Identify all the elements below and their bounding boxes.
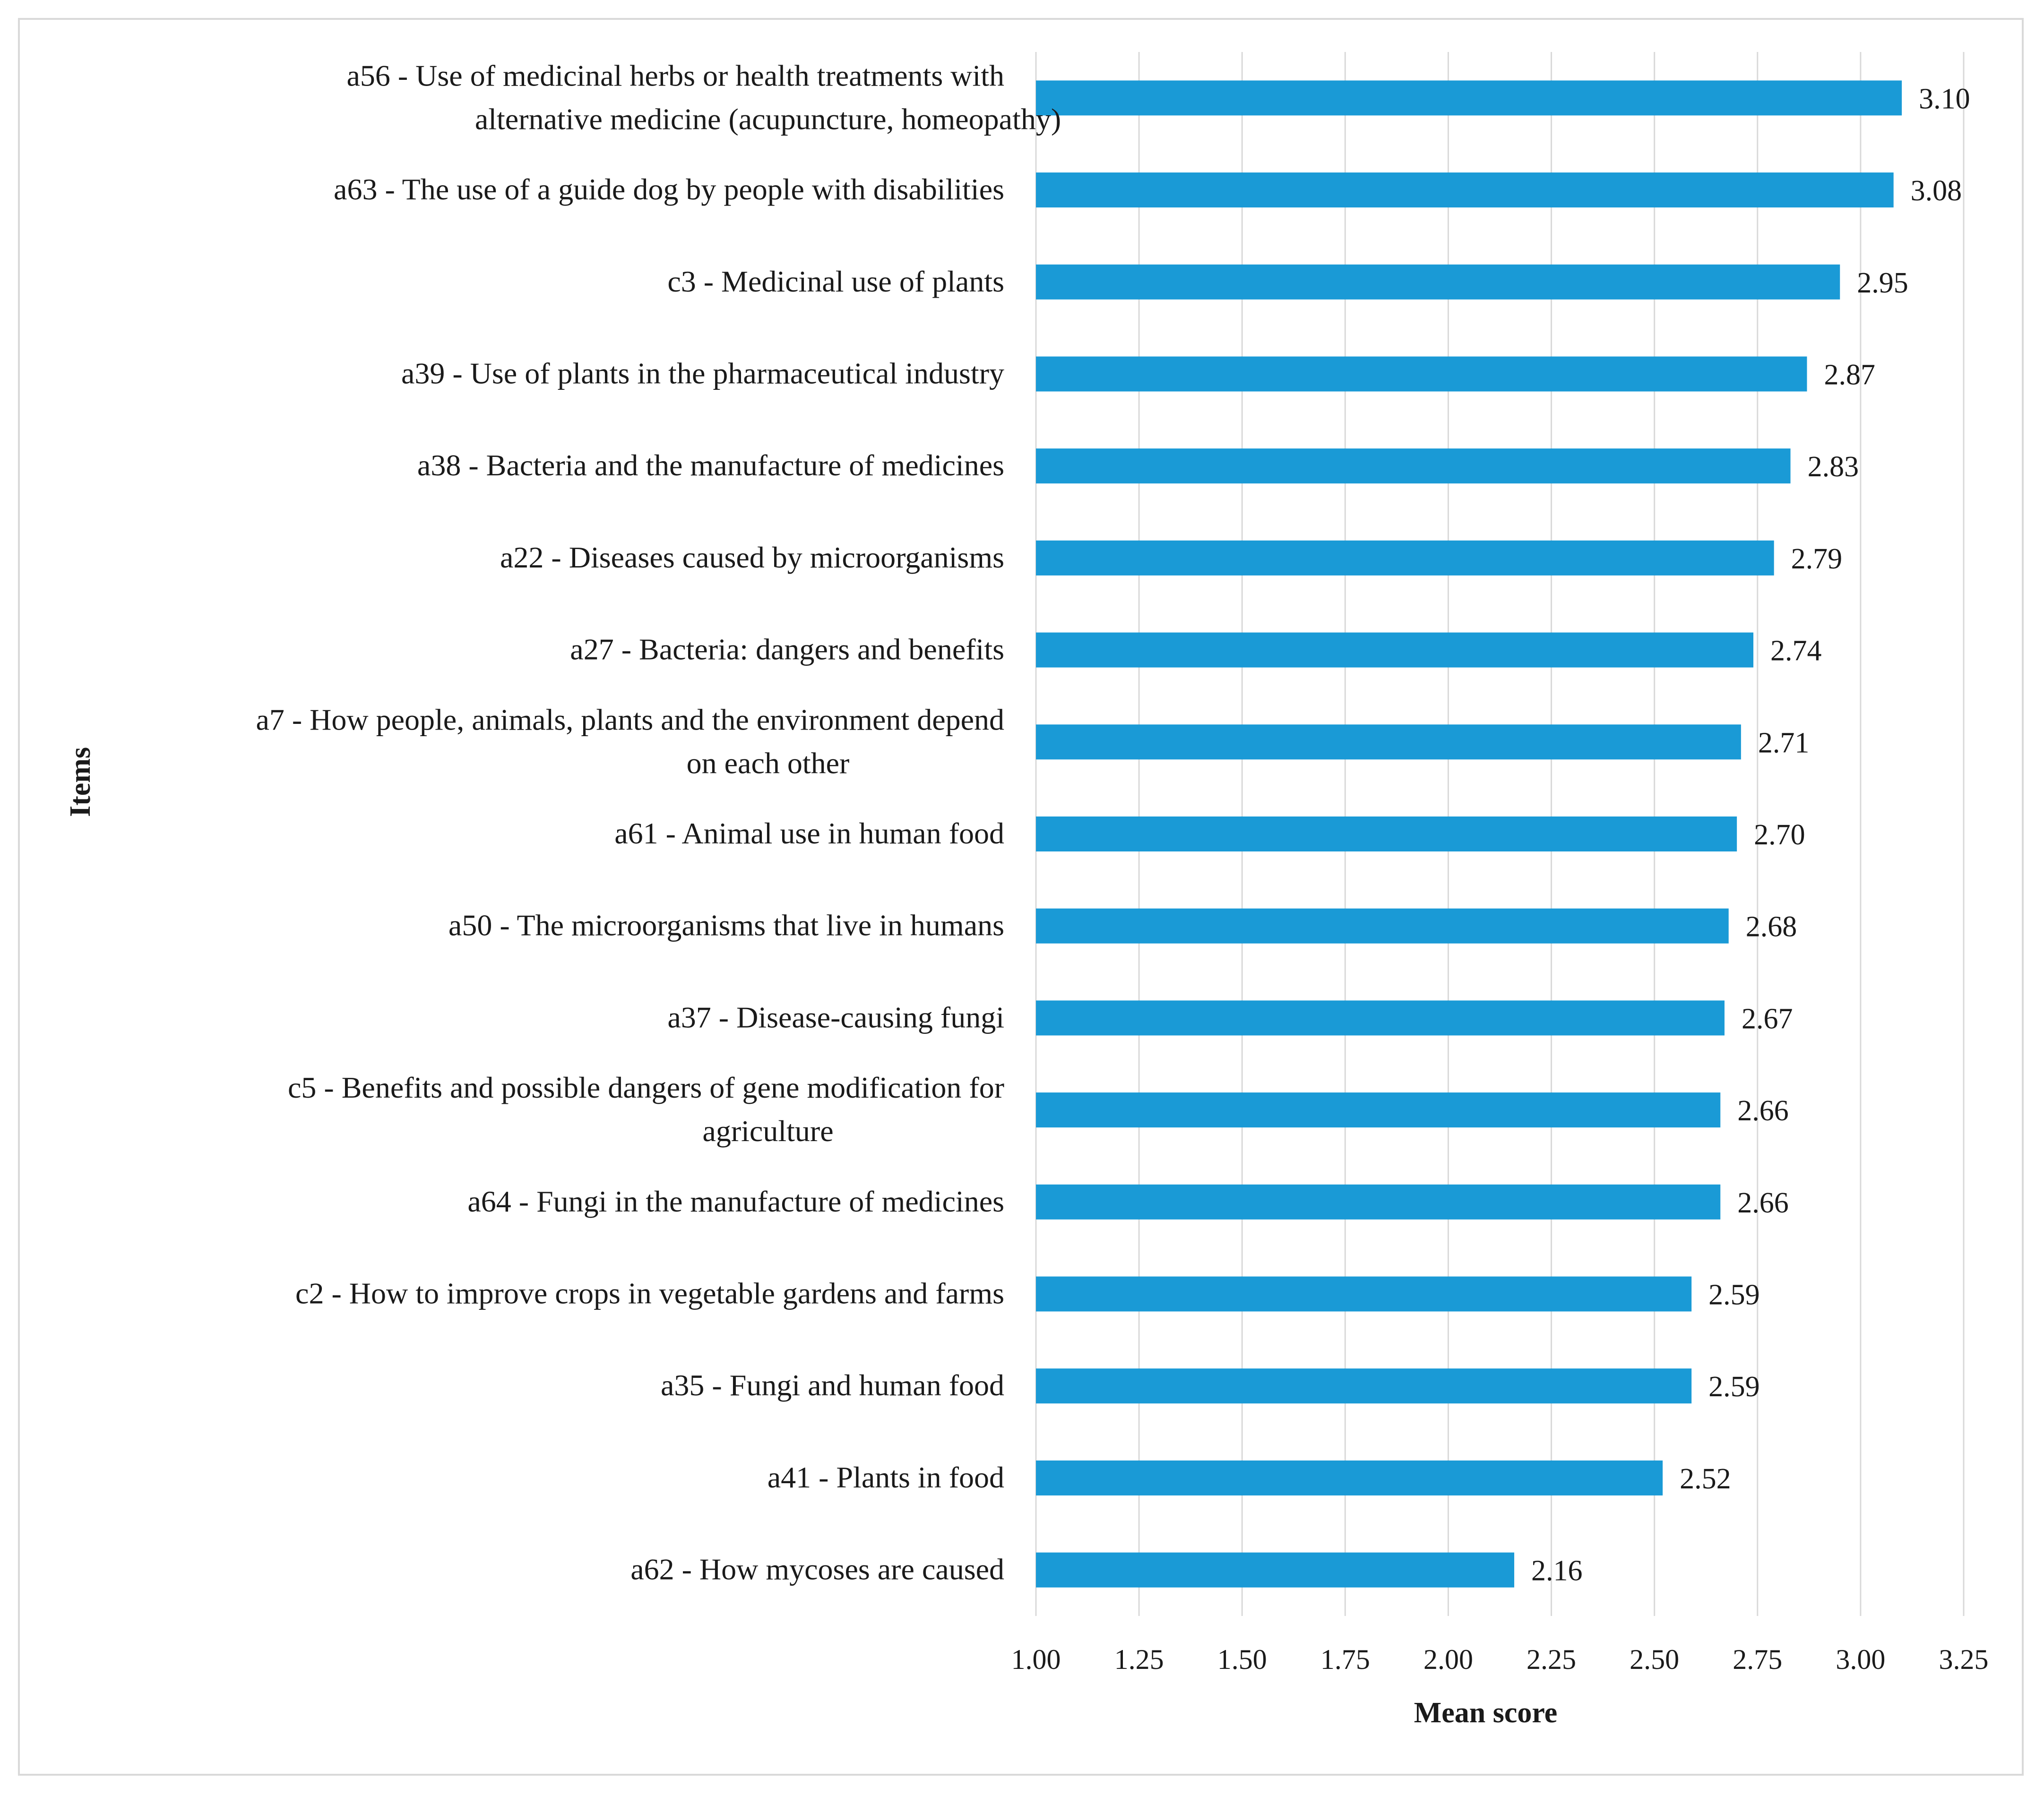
chart-frame [18,18,2024,1776]
data-label: 2.79 [1791,543,1843,575]
x-tick-label: 1.00 [1011,1644,1061,1675]
category-label-line: on each other [687,746,850,780]
category-label: a7 - How people, animals, plants and the… [256,703,1004,780]
bar [1036,908,1729,944]
bar [1036,1184,1721,1220]
data-labels: 3.10 3.08 2.95 2.87 2.83 2.79 2.74 2.71 2.70 2.68… [1531,83,1970,1587]
x-tick-label: 3.00 [1836,1644,1885,1675]
category-label-line: a27 - Bacteria: dangers and benefits [570,633,1004,666]
category-label-line: agriculture [702,1114,833,1148]
bar [1036,724,1741,760]
category-label-line: a38 - Bacteria and the manufacture of me… [417,448,1004,482]
bar [1036,540,1774,576]
bar [1036,356,1807,392]
category-label: a64 - Fungi in the manufacture of medici… [467,1185,1004,1218]
category-label-line: c3 - Medicinal use of plants [667,265,1004,298]
category-label-line: a62 - How mycoses are caused [630,1553,1004,1586]
category-label-line: c2 - How to improve crops in vegetable g… [295,1277,1004,1310]
bar [1036,1368,1692,1404]
x-tick-label: 2.00 [1423,1644,1473,1675]
data-label: 2.52 [1680,1463,1731,1495]
category-label-line: a41 - Plants in food [768,1461,1004,1494]
category-label-line: a63 - The use of a guide dog by people w… [334,172,1004,206]
category-label: a22 - Diseases caused by microorganisms [500,541,1004,574]
bar [1036,172,1894,208]
category-labels: a56 - Use of medicinal herbs or health t… [256,59,1061,1586]
category-label-line: a37 - Disease-causing fungi [667,1000,1004,1034]
category-label-line: alternative medicine (acupuncture, homeo… [475,102,1061,136]
data-label: 2.68 [1746,911,1797,943]
x-tick-label: 2.50 [1630,1644,1679,1675]
bar [1036,1276,1692,1312]
data-label: 2.70 [1754,819,1805,851]
category-label-line: a22 - Diseases caused by microorganisms [500,541,1004,574]
category-label: a56 - Use of medicinal herbs or health t… [346,59,1061,136]
data-label: 2.87 [1824,359,1875,391]
bar [1036,816,1737,851]
category-label: a50 - The microorganisms that live in hu… [448,909,1004,942]
category-label: c5 - Benefits and possible dangers of ge… [288,1071,1004,1148]
data-label: 2.71 [1758,727,1810,759]
data-label: 2.95 [1857,267,1908,299]
data-label: 2.83 [1808,451,1859,483]
data-label: 2.66 [1737,1095,1789,1127]
gridlines [1035,52,1965,1616]
data-label: 3.08 [1911,175,1962,207]
bar [1036,264,1840,300]
data-label: 2.16 [1531,1555,1583,1587]
category-label-line: a50 - The microorganisms that live in hu… [448,909,1004,942]
data-label: 2.74 [1770,635,1822,667]
category-label: c3 - Medicinal use of plants [667,265,1004,298]
x-tick-label: 1.50 [1217,1644,1267,1675]
bar [1036,1092,1721,1128]
category-label-line: a56 - Use of medicinal herbs or health t… [346,59,1004,92]
bar [1036,1000,1725,1036]
bar [1036,80,1902,116]
category-label-line: c5 - Benefits and possible dangers of ge… [288,1071,1004,1104]
category-label: a37 - Disease-causing fungi [667,1000,1004,1034]
bar [1036,1460,1663,1495]
category-label: a41 - Plants in food [768,1461,1004,1494]
x-tick-label: 2.25 [1527,1644,1576,1675]
bar [1036,632,1754,668]
category-label: a39 - Use of plants in the pharmaceutica… [401,356,1004,390]
data-label: 2.67 [1742,1003,1793,1035]
y-axis-title: Items [64,747,96,817]
bar [1036,1552,1515,1588]
data-label: 2.59 [1708,1279,1760,1311]
x-tick-label: 1.25 [1114,1644,1164,1675]
category-label: a62 - How mycoses are caused [630,1553,1004,1586]
x-tick-label: 2.75 [1733,1644,1782,1675]
x-axis-title: Mean score [1414,1697,1558,1729]
category-label-line: a61 - Animal use in human food [614,816,1004,850]
category-label-line: a35 - Fungi and human food [661,1368,1004,1402]
bar [1036,448,1791,484]
category-label: a38 - Bacteria and the manufacture of me… [417,448,1004,482]
category-label: a27 - Bacteria: dangers and benefits [570,633,1004,666]
category-label: c2 - How to improve crops in vegetable g… [295,1277,1004,1310]
category-label-line: a64 - Fungi in the manufacture of medici… [467,1185,1004,1218]
bars [1036,80,1902,1588]
category-label-line: a7 - How people, animals, plants and the… [256,703,1004,736]
x-tick-label: 3.25 [1939,1644,1989,1675]
x-tick-label: 1.75 [1320,1644,1370,1675]
category-label-line: a39 - Use of plants in the pharmaceutica… [401,356,1004,390]
category-label: a35 - Fungi and human food [661,1368,1004,1402]
data-label: 2.59 [1708,1371,1760,1403]
x-axis-ticks: 1.00 1.25 1.50 1.75 2.00 2.25 2.50 2.75 3.00 3.25 [1011,1644,1989,1675]
category-label: a61 - Animal use in human food [614,816,1004,850]
category-label: a63 - The use of a guide dog by people w… [334,172,1004,206]
data-label: 2.66 [1737,1187,1789,1219]
data-label: 3.10 [1919,83,1970,115]
